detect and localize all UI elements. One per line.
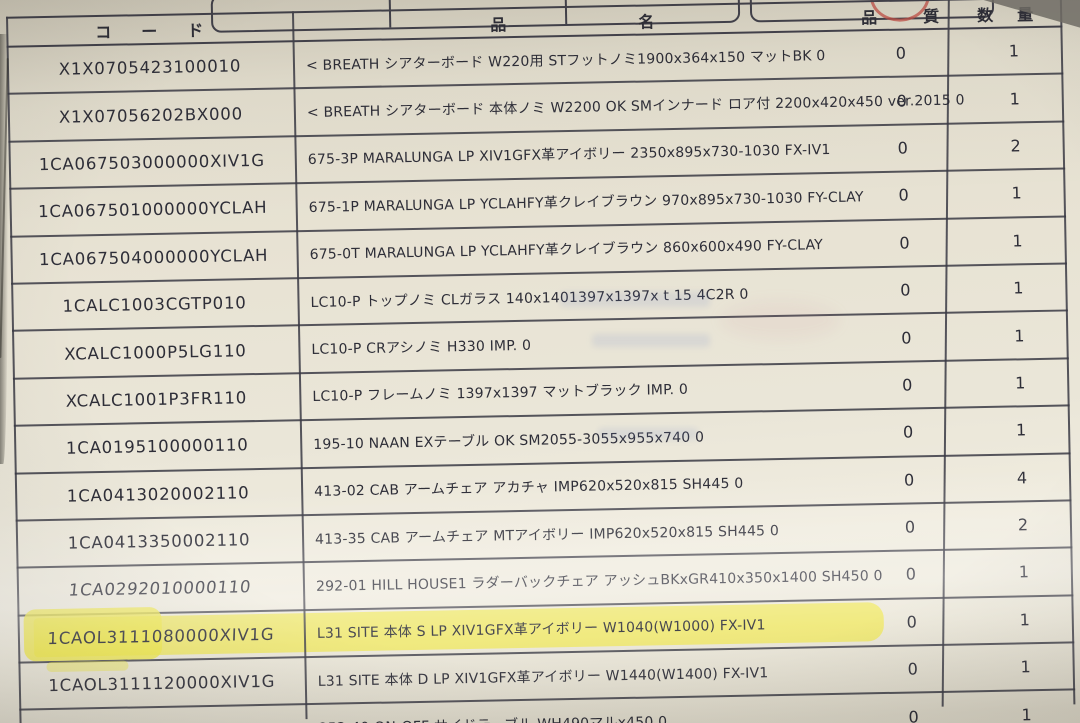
quality-cell: 0 xyxy=(903,470,915,490)
quality-cell: 0 xyxy=(898,185,909,206)
quality-cell: 0 xyxy=(897,138,908,158)
quantity-cell: 1 xyxy=(1008,41,1020,61)
quantity-cell: 1 xyxy=(1021,704,1032,723)
quality-cell: 0 xyxy=(900,280,911,300)
quantity-cell: 1 xyxy=(1020,657,1031,677)
product-name-cell: 195-10 NAAN EXテーブル OK SM2055-3055x955x74… xyxy=(313,429,705,453)
product-name-cell: L31 SITE 本体 D LP XIV1GFX革アイボリー W1440(W14… xyxy=(317,665,769,690)
quality-cell: 0 xyxy=(896,91,908,111)
header-code: コード xyxy=(95,19,234,42)
code-cell: 1CA067503000000XIV1G xyxy=(38,150,266,175)
quantity-cell: 1 xyxy=(1012,231,1023,251)
quantity-cell: 1 xyxy=(1018,562,1030,582)
code-cell: 1CA0413350002110 xyxy=(67,530,251,553)
product-name-cell: LC10-P CRアシノミ H330 IMP. 0 xyxy=(311,337,532,358)
quality-cell: 0 xyxy=(904,517,916,537)
product-name-cell: 675-3P MARALUNGA LP XIV1GFX革アイボリー 2350x8… xyxy=(307,142,831,169)
quantity-cell: 2 xyxy=(1010,136,1021,156)
code-cell: 1CA067504000000YCLAH xyxy=(38,245,269,269)
quantity-cell: 2 xyxy=(1017,515,1029,535)
code-cell: 1CA0195100000110 xyxy=(65,435,249,459)
quality-cell: 0 xyxy=(901,327,912,348)
quality-cell: 0 xyxy=(908,707,919,723)
code-cell: 1CAOL3111120000XIV1G xyxy=(48,671,276,696)
quantity-cell: 1 xyxy=(1009,88,1021,109)
product-name-cell: LC10-P フレームノミ 1397x1397 マットブラック IMP. 0 xyxy=(312,382,689,406)
product-name-cell: 413-35 CAB アームチェア MTアイボリー IMP620x520x815… xyxy=(314,522,780,548)
quality-cell: 0 xyxy=(895,43,907,63)
header-quality: 品質 xyxy=(860,5,986,27)
product-name-cell: 252-40 ON-OFF サイドテーブル WH490マルx450 0 xyxy=(306,708,866,723)
product-name-cell: 413-02 CAB アームチェア アカチャ IMP620x520x815 SH… xyxy=(314,475,744,501)
product-name-cell: < BREATH シアターボード W220用 STフットノミ1900x364x1… xyxy=(305,47,826,74)
order-table: コード 品名 品質 数量 X1X0705423100010 < BREATH シア… xyxy=(6,0,1077,723)
product-name-cell: LC10-P トップノミ CLガラス 140x1401397x1397x t 1… xyxy=(310,286,749,311)
quality-cell: 0 xyxy=(902,422,914,442)
quantity-cell: 4 xyxy=(1016,467,1028,488)
quantity-cell: 1 xyxy=(1014,373,1026,393)
header-quantity: 数量 xyxy=(976,4,1058,25)
code-cell: 1CA0252400000110 xyxy=(20,719,306,723)
quality-cell: 0 xyxy=(907,659,918,679)
quantity-cell: 1 xyxy=(1014,325,1025,346)
code-cell: 1CA0292010000110 xyxy=(67,577,253,601)
quality-cell: 0 xyxy=(905,564,917,585)
quantity-cell: 1 xyxy=(1015,420,1027,440)
quantity-cell: 1 xyxy=(1011,183,1022,203)
quality-cell: 0 xyxy=(906,612,918,632)
code-cell: 1CA067501000000YCLAH xyxy=(37,198,268,222)
code-cell: 1CA0413020002110 xyxy=(66,482,250,506)
code-cell: X1X07056202BX000 xyxy=(58,103,244,127)
code-cell: 1CALC1003CGTP010 xyxy=(62,293,247,316)
code-cell: XCALC1001P3FR110 xyxy=(65,388,248,411)
quality-cell: 0 xyxy=(899,233,910,253)
quality-cell: 0 xyxy=(901,375,913,395)
quantity-cell: 1 xyxy=(1019,610,1031,630)
product-name-cell: 292-01 HILL HOUSE1 ラダーバックチェア アッシュBKxGR41… xyxy=(315,568,883,595)
product-name-cell: 675-0T MARALUNGA LP YCLAHFY革クレイブラウン 860x… xyxy=(309,237,824,264)
product-name-cell: < BREATH シアターボード 本体ノミ W2200 OK SMインナード ロ… xyxy=(306,92,965,122)
quantity-cell: 1 xyxy=(1013,278,1024,298)
code-cell: X1X0705423100010 xyxy=(58,56,242,79)
table-body: X1X0705423100010 < BREATH シアターボード W220用 S… xyxy=(6,27,1077,723)
code-cell: XCALC1000P5LG110 xyxy=(64,340,247,364)
product-name-cell: 675-1P MARALUNGA LP YCLAHFY革クレイブラウン 970x… xyxy=(308,189,864,216)
